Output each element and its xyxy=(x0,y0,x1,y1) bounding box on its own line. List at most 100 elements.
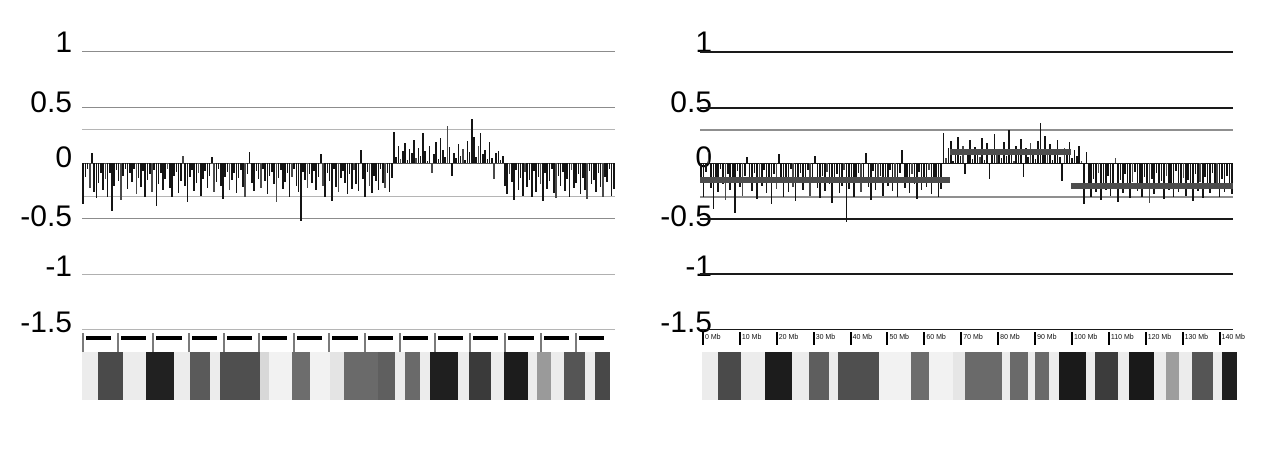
data-bar xyxy=(317,163,320,177)
data-bar xyxy=(945,157,947,164)
data-bar xyxy=(1054,151,1056,164)
ideogram-tick-label: 0 Mb xyxy=(705,334,721,341)
data-bar xyxy=(424,151,426,164)
data-bar xyxy=(954,150,957,164)
data-bar xyxy=(393,132,395,164)
ideogram-tick-mark xyxy=(997,332,1000,345)
data-bar xyxy=(562,163,564,173)
data-bar xyxy=(426,161,429,164)
data-bar xyxy=(382,163,384,184)
gridline xyxy=(700,106,1233,109)
data-bar xyxy=(428,145,431,164)
data-bar xyxy=(368,163,371,186)
data-bar xyxy=(166,163,169,169)
data-bar xyxy=(457,144,460,164)
data-bar xyxy=(533,163,535,172)
ideogram-band xyxy=(910,352,930,400)
data-bar xyxy=(1058,156,1061,164)
data-bar xyxy=(291,163,293,177)
data-bar xyxy=(499,160,502,164)
data-bar xyxy=(191,163,193,170)
data-bar xyxy=(710,163,712,188)
ideogram-band xyxy=(1166,352,1180,400)
data-bar xyxy=(397,145,400,164)
data-bar xyxy=(346,163,349,195)
data-bar xyxy=(899,163,901,174)
ideogram-tick-mark xyxy=(152,333,155,352)
data-bar xyxy=(590,163,593,185)
data-bar xyxy=(446,125,449,164)
ideogram-left[interactable] xyxy=(82,352,610,400)
data-bar xyxy=(113,163,115,186)
data-bar xyxy=(586,163,589,199)
data-bar xyxy=(940,163,942,189)
ideogram-band xyxy=(146,352,175,400)
data-bar xyxy=(206,163,209,188)
data-bar xyxy=(599,163,602,187)
data-bar xyxy=(168,163,171,188)
ideogram-band xyxy=(595,352,610,400)
ideogram-band xyxy=(457,352,469,400)
data-bar xyxy=(610,163,613,196)
gridline xyxy=(82,129,615,131)
data-bar xyxy=(155,163,158,206)
ideogram-tick-mark xyxy=(504,333,507,352)
data-bar xyxy=(807,163,809,170)
ideogram-band xyxy=(809,352,830,400)
data-bar xyxy=(351,163,353,189)
ideogram-band xyxy=(1009,352,1029,400)
data-bar xyxy=(707,152,710,164)
data-bar xyxy=(406,160,409,164)
data-bar xyxy=(712,163,715,209)
data-bar xyxy=(151,163,153,193)
data-bar xyxy=(315,163,318,190)
ideogram-band xyxy=(394,352,406,400)
data-bar xyxy=(402,151,404,164)
data-bar xyxy=(173,163,175,176)
data-bar xyxy=(326,163,329,174)
data-bar xyxy=(719,163,722,169)
data-bar xyxy=(1119,163,1122,180)
data-bar xyxy=(299,163,302,222)
data-bar xyxy=(1005,155,1008,164)
ideogram-tick-mark xyxy=(923,332,926,345)
data-bar xyxy=(1010,150,1013,164)
segment-mean-line xyxy=(700,177,950,183)
data-bar xyxy=(1121,163,1124,194)
data-bar xyxy=(1025,147,1027,164)
data-bar xyxy=(153,163,155,170)
data-bar xyxy=(384,163,386,188)
data-bar xyxy=(464,160,466,164)
data-bar xyxy=(539,163,542,185)
data-bar xyxy=(828,163,831,185)
data-bar xyxy=(727,163,729,175)
data-bar xyxy=(510,163,513,183)
ideogram-band xyxy=(537,352,551,400)
data-bar xyxy=(722,163,724,185)
y-tick-label: 1 xyxy=(695,26,712,59)
ideogram-tick-mark xyxy=(1034,332,1037,345)
data-bar xyxy=(1228,163,1231,187)
data-bar xyxy=(804,163,807,184)
data-bar xyxy=(453,153,455,164)
data-bar xyxy=(1090,163,1093,197)
ideogram-band xyxy=(1048,352,1060,400)
data-bar xyxy=(731,163,734,179)
y-tick-label: -1 xyxy=(685,250,712,283)
ideogram-right[interactable] xyxy=(702,352,1237,400)
data-bar xyxy=(1017,153,1020,164)
data-bar xyxy=(208,163,211,176)
data-bar xyxy=(93,163,95,193)
data-bar xyxy=(884,163,887,178)
data-bar xyxy=(273,163,275,185)
data-bar xyxy=(373,163,375,176)
data-bar xyxy=(1095,163,1097,193)
gridline xyxy=(700,329,1233,330)
ideogram-tick-mark xyxy=(222,333,225,352)
data-bar xyxy=(200,163,202,196)
ideogram-band xyxy=(929,352,954,400)
data-bar xyxy=(1151,163,1153,179)
ideogram-band xyxy=(1028,352,1035,400)
data-bar xyxy=(734,163,736,214)
data-bar xyxy=(1107,163,1110,176)
